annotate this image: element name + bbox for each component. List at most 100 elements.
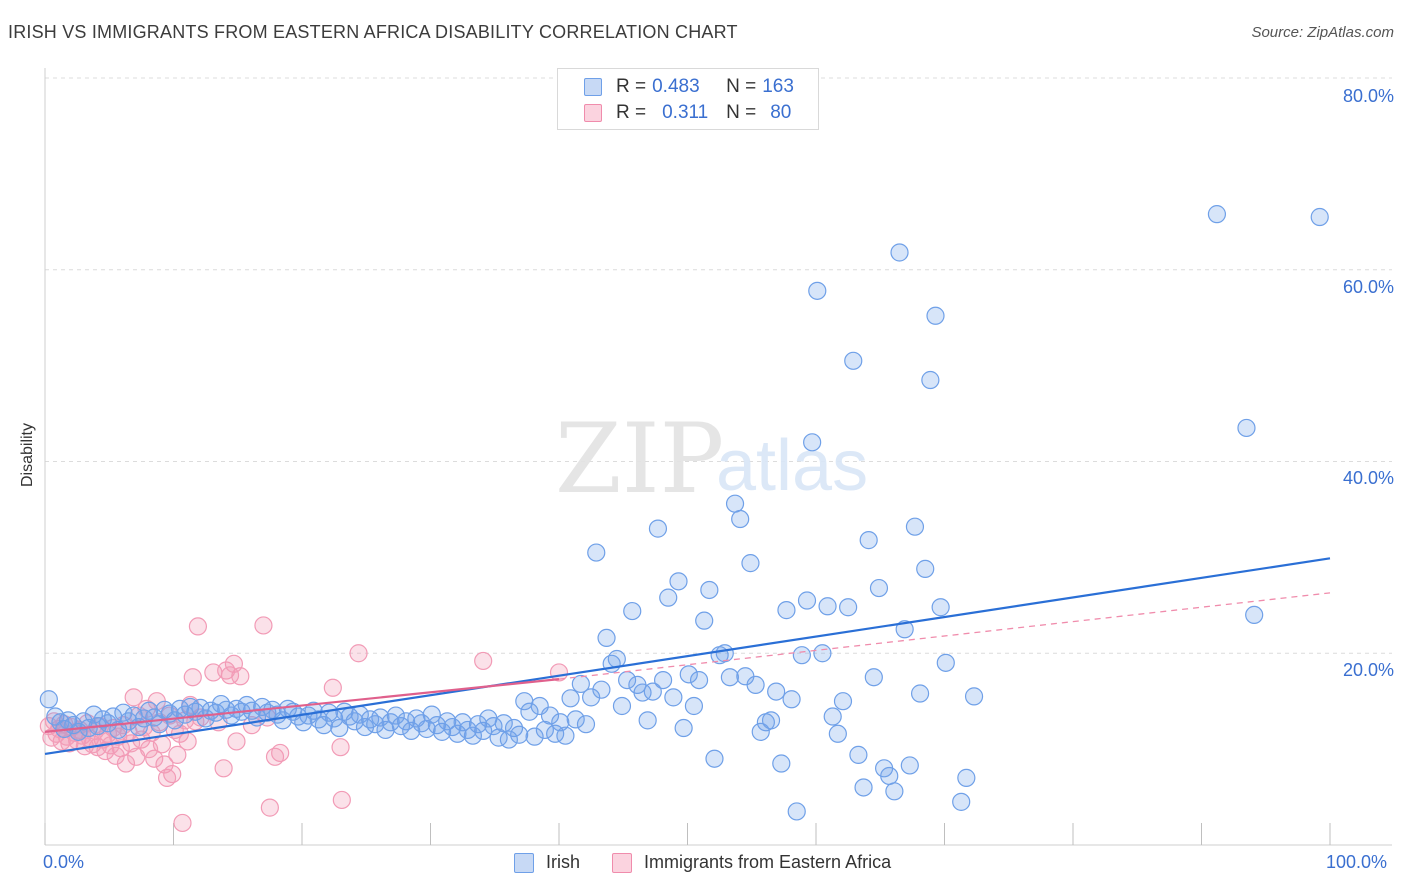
point-irish — [890, 243, 909, 262]
point-irish — [253, 697, 272, 717]
point-eastern-africa — [183, 668, 202, 687]
point-eastern-africa — [124, 688, 143, 707]
point-irish — [964, 687, 984, 706]
point-irish — [587, 543, 606, 562]
point-irish — [684, 696, 704, 716]
point-eastern-africa — [214, 759, 233, 778]
point-irish — [952, 792, 971, 811]
point-eastern-africa — [349, 644, 368, 663]
point-irish — [797, 591, 817, 610]
y-axis-label: Disability — [19, 422, 36, 488]
point-irish — [695, 611, 714, 630]
point-irish — [561, 689, 580, 708]
legend-swatch-irish — [514, 852, 534, 873]
point-irish — [84, 705, 103, 724]
watermark-zip: ZIP — [555, 403, 724, 515]
point-irish — [1237, 418, 1256, 438]
point-irish — [114, 703, 133, 722]
point-irish — [1207, 205, 1227, 224]
point-irish — [1245, 605, 1264, 625]
point-irish — [653, 670, 673, 690]
point-eastern-africa — [168, 745, 187, 764]
watermark-atlas: atlas — [716, 426, 868, 506]
point-irish — [417, 719, 436, 739]
point-irish — [767, 682, 786, 701]
point-irish — [458, 720, 477, 740]
x-tick-label-min: 0.0% — [43, 852, 85, 872]
point-irish — [592, 680, 611, 699]
point-irish — [659, 588, 678, 607]
point-irish — [926, 306, 945, 325]
point-irish — [746, 675, 765, 694]
point-irish — [864, 668, 883, 687]
point-irish — [623, 601, 642, 621]
point-irish — [715, 644, 734, 663]
point-irish — [782, 690, 801, 709]
point-eastern-africa — [116, 754, 136, 773]
point-irish — [556, 726, 575, 745]
trend-lines — [44, 557, 1331, 756]
point-eastern-africa — [260, 798, 279, 817]
point-irish — [818, 597, 837, 616]
point-eastern-africa — [254, 616, 273, 635]
point-irish — [422, 705, 441, 724]
point-irish — [828, 724, 847, 743]
point-eastern-africa — [178, 732, 197, 751]
legend-r-label: R = — [616, 76, 647, 97]
legend-r-value: 0.311 — [662, 102, 709, 123]
point-irish — [792, 646, 811, 665]
trend-line-eastern-africa — [44, 678, 560, 733]
source-credit: Source: ZipAtlas.com — [1251, 24, 1394, 41]
point-irish — [823, 707, 842, 726]
point-irish — [803, 433, 822, 452]
point-irish — [957, 768, 976, 787]
point-irish — [869, 578, 889, 598]
point-irish — [895, 620, 914, 639]
point-irish — [787, 802, 806, 821]
point-irish — [839, 598, 858, 617]
point-irish — [386, 706, 405, 725]
y-tick-label-40: 40.0% — [1342, 468, 1394, 488]
point-eastern-africa — [152, 735, 172, 754]
point-irish — [777, 601, 796, 620]
point-irish — [761, 711, 781, 730]
point-irish — [849, 745, 868, 764]
series-legend: Irish Immigrants from Eastern Africa — [514, 852, 923, 873]
point-irish — [535, 720, 554, 740]
point-irish — [463, 726, 483, 745]
stats-legend: R = 0.483 N = 163 R = 0.311 N = 80 — [557, 68, 819, 130]
point-irish — [700, 580, 719, 600]
point-irish — [432, 722, 452, 741]
point-irish — [39, 690, 58, 709]
legend-item-irish: Irish — [514, 852, 580, 873]
point-irish — [720, 668, 740, 687]
point-eastern-africa — [331, 738, 350, 757]
point-irish — [1310, 207, 1329, 227]
point-irish — [931, 598, 950, 617]
point-irish — [448, 724, 467, 743]
point-eastern-africa — [188, 617, 208, 636]
y-tick-label-60: 60.0% — [1342, 277, 1394, 297]
trend-line-eastern-africa-extension — [558, 592, 1331, 680]
point-irish — [510, 725, 529, 744]
point-irish — [689, 670, 709, 690]
series-irish-points — [39, 205, 1329, 821]
legend-swatch-eastern-africa — [612, 852, 633, 873]
point-irish — [664, 688, 683, 707]
point-irish — [731, 509, 750, 529]
point-eastern-africa — [155, 755, 174, 774]
point-irish — [330, 718, 349, 738]
point-irish — [679, 665, 698, 684]
series-eastern-africa-points — [39, 616, 569, 833]
point-eastern-africa — [271, 743, 290, 763]
point-eastern-africa — [96, 741, 115, 761]
point-irish — [520, 702, 539, 721]
watermark: ZIP atlas — [555, 403, 868, 515]
point-irish — [612, 696, 632, 716]
point-irish — [813, 644, 832, 663]
point-irish — [900, 756, 919, 775]
point-irish — [396, 712, 416, 731]
legend-row-eastern-africa: R = 0.311 N = 80 — [584, 101, 791, 125]
point-irish — [576, 715, 596, 734]
legend-label-eastern-africa: Immigrants from Eastern Africa — [644, 852, 892, 872]
